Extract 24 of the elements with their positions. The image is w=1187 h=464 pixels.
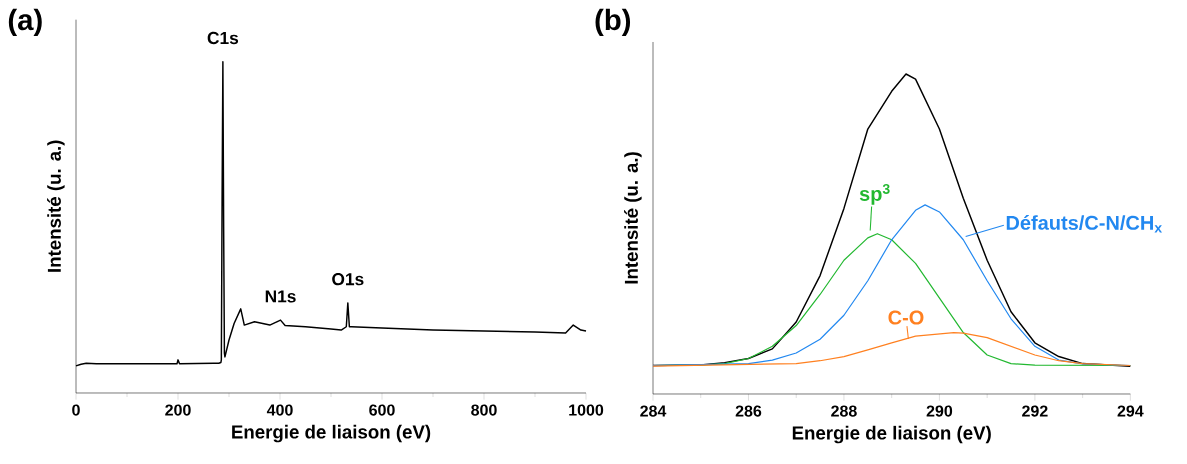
x-tick-label: 600 <box>369 404 395 416</box>
x-tick-label: 800 <box>471 404 497 416</box>
legend-label: Défauts/C-N/CH$_{x}$ <box>1006 214 1163 233</box>
x-tick-label: 290 <box>926 405 953 417</box>
chart-title: (a) <box>8 8 42 37</box>
x-tick-label: 288 <box>831 405 857 417</box>
y-axis-title: Intensité (u. a.) <box>47 140 65 272</box>
y-axis-title: Intensité (u. a.) <box>624 152 642 284</box>
x-tick-label: 292 <box>1022 405 1048 417</box>
series-label: C-O <box>888 310 924 325</box>
x-tick-label: 200 <box>165 404 191 416</box>
series-label: sp$^{3}$ <box>859 183 890 205</box>
x-tick-label: 286 <box>735 405 762 417</box>
x-axis-title: Energie de liaison (eV) <box>792 425 991 444</box>
annotation: O1s <box>332 273 364 286</box>
chart-title: (b) <box>595 8 631 37</box>
annotation: C1s <box>207 31 239 45</box>
x-tick-label: 400 <box>266 404 293 416</box>
x-tick-label: 284 <box>640 405 667 417</box>
annotation: N1s <box>265 290 296 303</box>
x-tick-label: 294 <box>1117 405 1144 417</box>
x-tick-label: 1000 <box>569 404 604 416</box>
x-axis-title: Energie de liaison (eV) <box>232 424 431 443</box>
x-tick-label: 0 <box>72 404 80 416</box>
